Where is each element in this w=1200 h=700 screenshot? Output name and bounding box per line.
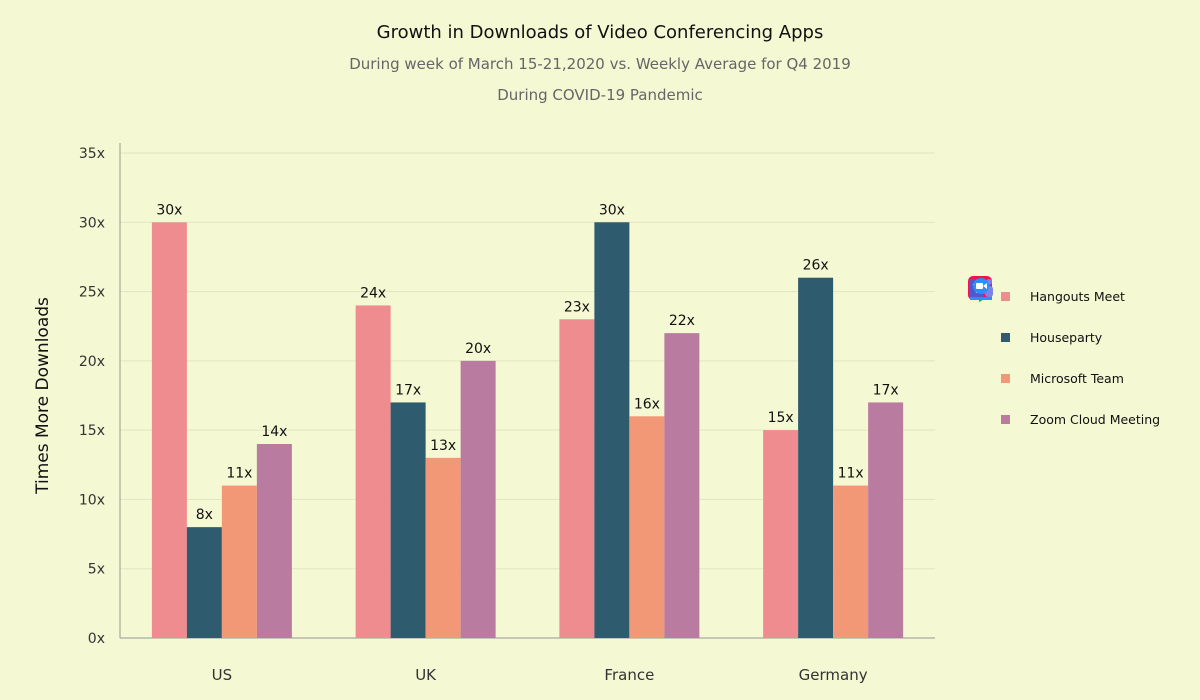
legend-swatch: [1001, 292, 1010, 301]
chart-title: Growth in Downloads of Video Conferencin…: [376, 22, 824, 43]
legend-item: T Microsoft Team: [968, 279, 1160, 399]
bar: [390, 402, 426, 638]
y-axis-label: Times More Downloads: [33, 297, 53, 495]
data-label: 20x: [465, 341, 491, 357]
legend-label: Zoom Cloud Meeting: [1030, 412, 1161, 427]
x-tick-label: France: [604, 666, 654, 684]
bar: [256, 444, 292, 638]
bar: [798, 277, 834, 638]
data-label: 17x: [395, 382, 421, 398]
legend: Hangouts Meet Houseparty T Microsoft Team Zo…: [968, 276, 1160, 440]
legend-swatch: [1001, 415, 1010, 424]
bar: [186, 527, 222, 638]
x-tick-label: US: [212, 666, 233, 684]
bar: [151, 222, 187, 639]
legend-label: Houseparty: [1030, 330, 1103, 345]
legend-label: Microsoft Team: [1030, 371, 1124, 386]
bar: [460, 360, 496, 638]
bar: [425, 457, 461, 638]
bar: [763, 430, 799, 638]
legend-swatch: [1001, 374, 1010, 383]
teams-icon: T: [968, 279, 994, 392]
y-tick-label: 10x: [79, 492, 105, 508]
zoom-icon: [968, 278, 994, 433]
legend-item: Houseparty: [968, 276, 1160, 358]
chart-subtitle: During week of March 15-21,2020 vs. Week…: [349, 55, 851, 73]
data-label: 23x: [564, 299, 590, 315]
data-label: 15x: [768, 410, 794, 426]
data-label: 30x: [599, 202, 625, 218]
x-tick-label: Germany: [799, 666, 868, 684]
bar: [594, 222, 630, 639]
legend-label: Hangouts Meet: [1030, 289, 1125, 304]
data-label: 24x: [360, 285, 386, 301]
data-label: 8x: [196, 507, 213, 523]
data-label: 16x: [634, 396, 660, 412]
y-tick-label: 0x: [88, 631, 105, 647]
data-label: 13x: [430, 438, 456, 454]
bar: [559, 319, 595, 638]
y-tick-label: 25x: [79, 285, 105, 301]
bar: [664, 333, 700, 638]
data-label: 11x: [838, 466, 864, 482]
y-tick-label: 20x: [79, 354, 105, 370]
data-label: 30x: [156, 202, 182, 218]
data-label: 26x: [803, 258, 829, 274]
legend-swatch: [1001, 333, 1010, 342]
legend-item: Zoom Cloud Meeting: [968, 278, 1161, 440]
data-label: 11x: [226, 466, 252, 482]
chart-subtitle-2: During COVID-19 Pandemic: [497, 86, 703, 104]
bar: [629, 416, 665, 638]
bar: [221, 485, 257, 638]
legend-item: Hangouts Meet: [968, 276, 1160, 317]
data-label: 14x: [261, 424, 287, 440]
y-tick-label: 30x: [79, 215, 105, 231]
houseparty-icon: [968, 276, 994, 351]
bar: [868, 402, 904, 638]
y-tick-label: 5x: [88, 562, 105, 578]
y-tick-label: 35x: [79, 146, 105, 162]
y-tick-label: 15x: [79, 423, 105, 439]
data-label: 17x: [873, 382, 899, 398]
bar: [355, 305, 391, 638]
x-tick-label: UK: [415, 666, 437, 684]
bar: [833, 485, 869, 638]
data-label: 22x: [669, 313, 695, 329]
